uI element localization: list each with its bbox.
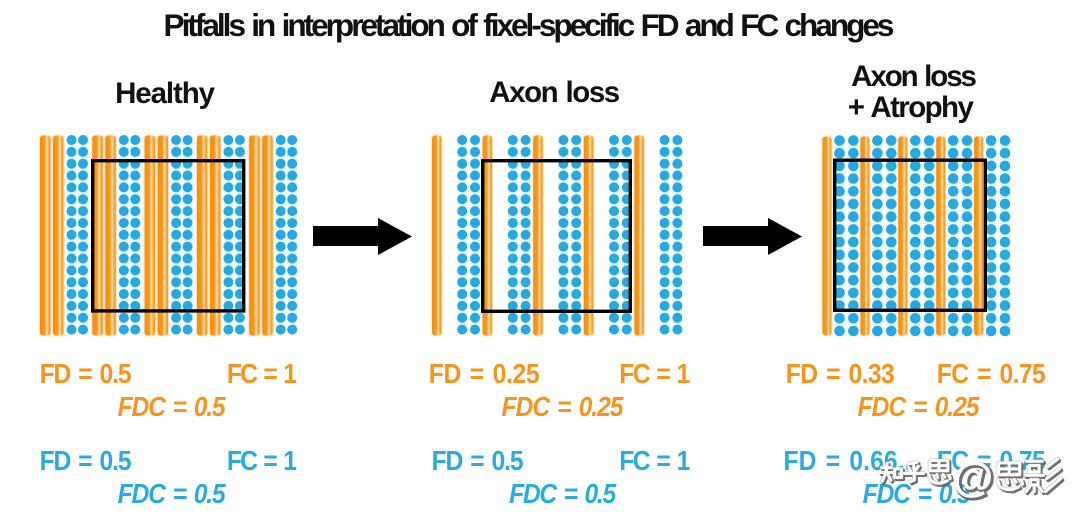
svg-text:@: @ <box>953 454 993 500</box>
svg-text:@: @ <box>955 456 995 502</box>
